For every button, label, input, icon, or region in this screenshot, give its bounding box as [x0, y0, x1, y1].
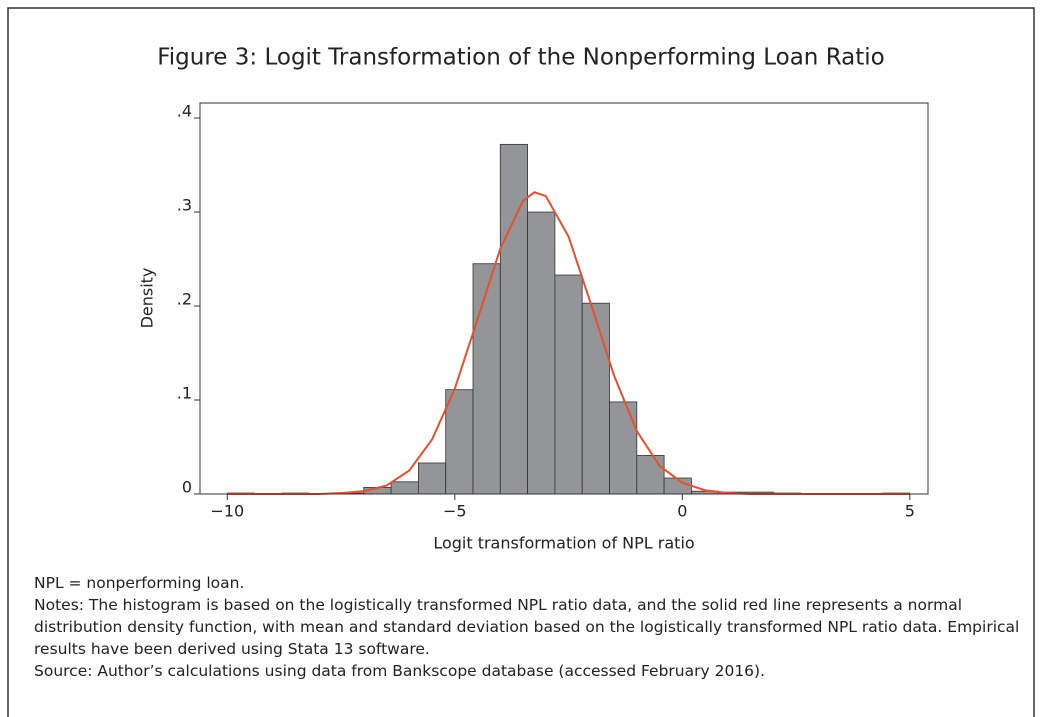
x-tick-label: −5 [443, 502, 467, 521]
x-tick-label: 5 [905, 502, 915, 521]
note: NPL = nonperforming loan. [34, 574, 245, 592]
bar [390, 481, 419, 495]
x-tick-label: 0 [677, 502, 687, 521]
bar [445, 389, 474, 495]
bar [554, 274, 583, 495]
y-tick-label: 0 [182, 478, 192, 497]
y-tick-label: .1 [177, 384, 192, 403]
note: Notes: The histogram is based on the log… [34, 596, 1020, 658]
x-tick-label: −10 [210, 502, 244, 521]
notes: NPL = nonperforming loan. Notes: The hist… [34, 572, 1024, 682]
bar [581, 302, 610, 495]
y-tick-label: .2 [177, 290, 192, 309]
note: Source: Author’s calculations using data… [34, 662, 766, 680]
chart-title: Figure 3: Logit Transformation of the No… [157, 45, 885, 71]
bar [527, 211, 556, 495]
plot-frame [199, 102, 929, 495]
bar [417, 462, 447, 495]
y-axis-label: Density [138, 268, 157, 329]
bar [499, 143, 528, 495]
y-tick-label: .3 [177, 196, 192, 215]
bar [636, 455, 665, 495]
figure-border [7, 7, 1035, 717]
y-tick-label: .4 [177, 102, 192, 121]
bar [609, 401, 638, 495]
x-axis-label: Logit transformation of NPL ratio [433, 534, 694, 553]
bar [472, 263, 501, 495]
